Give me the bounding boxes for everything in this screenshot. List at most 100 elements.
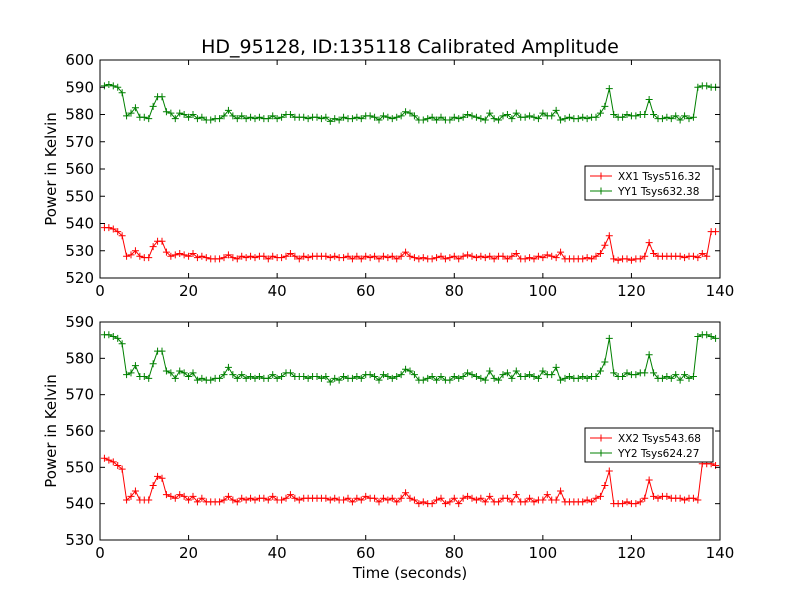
data-point xyxy=(543,491,551,499)
data-point xyxy=(534,115,542,123)
data-point xyxy=(357,255,365,263)
top-chart: 0 20 40 60 80 100 120 140 520 530 540 550 560 570 580 5… xyxy=(42,51,734,300)
data-point xyxy=(446,498,454,506)
data-point xyxy=(242,496,250,504)
data-point xyxy=(689,113,697,121)
data-point xyxy=(162,248,170,256)
data-point xyxy=(424,374,432,382)
data-point xyxy=(561,115,569,123)
data-point xyxy=(198,494,206,502)
data-point xyxy=(455,115,463,123)
data-point xyxy=(410,254,418,262)
data-point xyxy=(366,254,374,262)
data-point xyxy=(499,112,507,120)
data-point xyxy=(579,113,587,121)
data-point xyxy=(162,491,170,499)
y-tick-label: 550 xyxy=(65,187,94,205)
data-point xyxy=(712,462,720,470)
data-point xyxy=(499,252,507,260)
data-point xyxy=(224,492,232,500)
data-point xyxy=(224,106,232,114)
data-point xyxy=(278,373,286,380)
legend-entry: YY2 Tsys624.27 xyxy=(590,448,699,460)
data-point xyxy=(433,496,441,504)
data-point xyxy=(357,496,365,504)
data-point xyxy=(127,251,135,259)
data-point xyxy=(251,115,259,123)
data-point xyxy=(446,376,454,384)
data-point xyxy=(260,252,268,260)
data-point xyxy=(207,376,215,384)
data-point xyxy=(375,116,383,124)
data-point xyxy=(131,487,139,495)
data-point xyxy=(269,112,277,120)
data-point xyxy=(326,496,334,504)
data-point xyxy=(468,252,476,260)
data-point xyxy=(189,249,197,257)
data-point xyxy=(592,494,600,502)
data-point xyxy=(233,255,241,263)
data-point xyxy=(446,254,454,262)
data-point xyxy=(490,374,498,382)
data-point xyxy=(353,494,361,502)
data-point xyxy=(269,252,277,260)
data-point xyxy=(605,467,613,475)
data-point xyxy=(202,254,210,262)
data-point xyxy=(331,252,339,260)
legend-entry: YY1 Tsys632.38 xyxy=(590,186,699,198)
x-tick-label: 120 xyxy=(617,282,646,300)
data-point xyxy=(393,498,401,506)
y-tick-label: 530 xyxy=(65,531,94,549)
data-point xyxy=(437,373,445,380)
data-point xyxy=(512,109,520,117)
data-point xyxy=(446,116,454,124)
data-point xyxy=(340,254,348,262)
data-point xyxy=(185,252,193,260)
data-point xyxy=(455,255,463,263)
data-point xyxy=(521,255,529,263)
data-point xyxy=(645,476,653,484)
data-point xyxy=(304,374,312,382)
data-point xyxy=(530,113,538,121)
data-point xyxy=(450,113,458,121)
data-point xyxy=(503,111,511,118)
y-tick-label: 540 xyxy=(65,215,94,233)
data-point xyxy=(610,111,618,118)
legend-entry: XX1 Tsys516.32 xyxy=(590,171,701,183)
data-point xyxy=(180,251,188,259)
x-tick-label: 20 xyxy=(179,544,198,562)
x-tick-label: 40 xyxy=(268,282,287,300)
data-point xyxy=(557,376,565,384)
data-point xyxy=(300,252,308,260)
data-point xyxy=(663,492,671,500)
data-point xyxy=(317,374,325,382)
data-point xyxy=(193,498,201,506)
data-point xyxy=(229,254,237,262)
data-point xyxy=(636,498,644,506)
data-point xyxy=(406,494,414,502)
data-point xyxy=(419,254,427,262)
x-tick-label: 0 xyxy=(95,544,105,562)
data-point xyxy=(419,376,427,384)
data-point xyxy=(681,254,689,262)
legend: XX1 Tsys516.32 YY1 Tsys632.38 xyxy=(584,165,714,201)
data-point xyxy=(300,113,308,121)
data-point xyxy=(114,83,122,91)
data-point xyxy=(419,498,427,506)
data-point xyxy=(614,256,622,264)
data-point xyxy=(273,115,281,123)
data-point xyxy=(433,376,441,384)
data-point xyxy=(486,109,494,117)
data-point xyxy=(286,369,294,377)
data-point xyxy=(703,82,711,90)
series-yy xyxy=(101,81,720,125)
data-point xyxy=(384,254,392,262)
data-point xyxy=(149,360,157,368)
data-point xyxy=(233,115,241,123)
data-point xyxy=(645,239,653,247)
data-point xyxy=(291,494,299,502)
y-tick-label: 530 xyxy=(65,242,94,260)
data-point xyxy=(158,474,166,482)
data-point xyxy=(481,376,489,384)
